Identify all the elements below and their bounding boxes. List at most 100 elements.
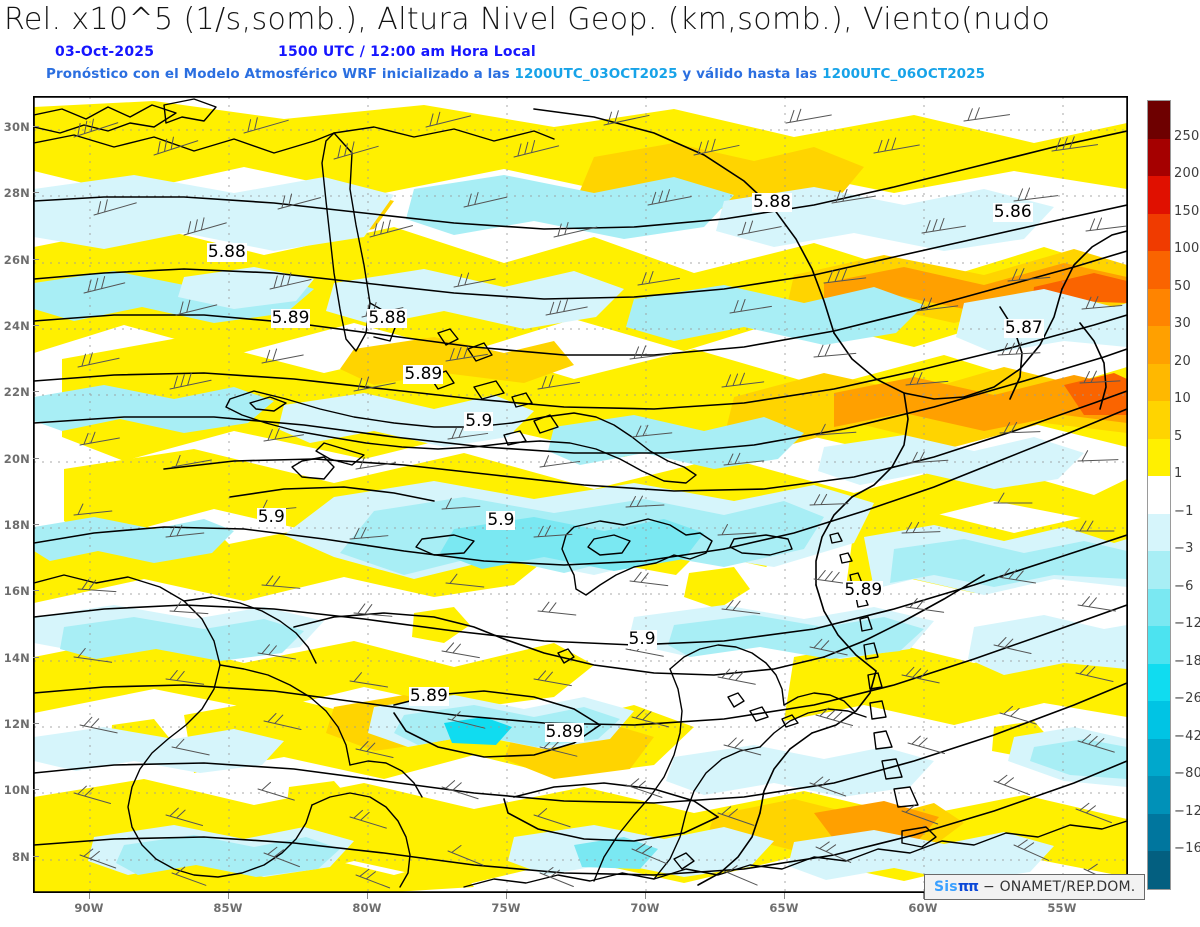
lon-tick: [228, 893, 229, 899]
colorbar-band: [1148, 101, 1170, 139]
colorbar-band: [1148, 138, 1170, 177]
lat-tick: [33, 789, 39, 790]
colorbar-tick-label: 20: [1174, 353, 1191, 369]
colorbar-tick-label: −120: [1174, 803, 1200, 819]
colorbar-band: [1148, 663, 1170, 702]
lon-label-70w: 70W: [630, 901, 660, 915]
contour-label: 5.88: [752, 192, 792, 212]
attribution-badge: Sis ππ − ONAMET/REP.DOM.: [924, 874, 1146, 900]
colorbar-tick-label: −80: [1174, 766, 1200, 782]
colorbar-tick-label: −3: [1174, 541, 1194, 557]
lat-tick: [33, 192, 39, 193]
contour-label: 5.86: [992, 201, 1033, 222]
colorbar-band: [1148, 251, 1170, 289]
lat-tick: [33, 458, 39, 459]
subtitle-row: 03-Oct-2025 1500 UTC / 12:00 am Hora Loc…: [0, 44, 1200, 64]
lat-label-18n: 18N: [3, 518, 30, 532]
colorbar-band: [1148, 176, 1170, 214]
colorbar-band: [1148, 588, 1170, 627]
lat-tick: [33, 657, 39, 658]
vorticity-negative-shading: [34, 175, 1127, 882]
contour-label: 5.89: [270, 307, 311, 328]
lat-tick: [33, 524, 39, 525]
lon-label-55w: 55W: [1047, 901, 1077, 915]
contour-label: 5.9: [256, 506, 286, 527]
lat-label-22n: 22N: [3, 385, 30, 399]
contour-label: 5.88: [206, 241, 247, 262]
lat-tick: [33, 259, 39, 260]
colorbar-band: [1148, 738, 1170, 777]
colorbar-band: [1148, 401, 1170, 439]
brand-pi: ππ: [957, 879, 979, 895]
contour-label: 5.88: [367, 307, 408, 328]
lon-label-65w: 65W: [769, 901, 799, 915]
contour-label: 5.9: [486, 510, 516, 530]
colorbar-band: [1148, 851, 1170, 889]
lat-tick: [33, 590, 39, 591]
lat-label-10n: 10N: [3, 783, 30, 797]
colorbar: [1147, 100, 1171, 890]
colorbar-tick-label: 10: [1174, 391, 1191, 407]
forecast-cycle-time: 1500 UTC / 12:00 am Hora Local: [278, 44, 536, 60]
lon-tick: [506, 893, 507, 899]
colorbar-tick-label: 1: [1174, 466, 1183, 482]
lon-label-75w: 75W: [491, 901, 521, 915]
contour-label-layer: 5.88 5.89 5.88 5.89 5.9 5.88 5.86 5.87 5.9 5.9 5.8…: [34, 97, 1127, 892]
lat-label-16n: 16N: [3, 584, 30, 598]
lat-label-12n: 12N: [3, 717, 30, 731]
colorbar-tick-label: 5: [1174, 428, 1183, 444]
colorbar-band: [1148, 551, 1170, 589]
forecast-date: 03-Oct-2025: [55, 44, 155, 60]
colorbar-tick-label: −42: [1174, 728, 1200, 744]
description-mid: y válido hasta las: [677, 66, 823, 82]
lon-label-90w: 90W: [74, 901, 104, 915]
lat-label-8n: 8N: [11, 850, 30, 864]
lon-label-85w: 85W: [213, 901, 243, 915]
lat-tick: [33, 723, 39, 724]
colorbar-band: [1148, 813, 1170, 852]
contour-label: 5.89: [544, 722, 585, 742]
colorbar-tick-label: −18: [1174, 653, 1200, 669]
colorbar-tick-label: −160: [1174, 841, 1200, 857]
description-valid-time: 1200UTC_06OCT2025: [822, 66, 986, 82]
source-label: − ONAMET/REP.DOM.: [982, 879, 1136, 895]
lon-tick: [923, 893, 924, 899]
description-pre: Pronóstico con el Modelo Atmosférico WRF…: [46, 66, 515, 82]
lat-tick: [33, 325, 39, 326]
colorbar-band: [1148, 326, 1170, 364]
colorbar-band: [1148, 626, 1170, 664]
lon-tick: [367, 893, 368, 899]
colorbar-tick-label: 150: [1174, 203, 1200, 219]
colorbar-tick-label: −12: [1174, 616, 1200, 632]
lat-tick: [33, 856, 39, 857]
lat-label-30n: 30N: [3, 120, 30, 134]
lon-label-60w: 60W: [908, 901, 938, 915]
contour-label: 5.89: [408, 685, 449, 706]
lon-tick: [645, 893, 646, 899]
chart-header: Rel. x10^5 (1/s,somb.), Altura Nivel Geo…: [0, 0, 1200, 96]
colorbar-tick-label: −1: [1174, 503, 1194, 519]
colorbar-tick-label: 250: [1174, 128, 1200, 144]
colorbar-tick-label: 200: [1174, 166, 1200, 182]
description-init-time: 1200UTC_03OCT2025: [514, 66, 678, 82]
lon-tick: [784, 893, 785, 899]
colorbar-band: [1148, 701, 1170, 739]
lat-label-26n: 26N: [3, 253, 30, 267]
lon-label-80w: 80W: [352, 901, 382, 915]
contour-label: 5.89: [403, 364, 444, 385]
lat-label-24n: 24N: [3, 319, 30, 333]
map-panel[interactable]: 5.88 5.89 5.88 5.89 5.9 5.88 5.86 5.87 5.9 5.9 5.8…: [33, 96, 1128, 893]
colorbar-band: [1148, 213, 1170, 252]
geopotential-height-contours: [34, 108, 1127, 886]
colorbar-tick-label: −6: [1174, 578, 1194, 594]
contour-label: 5.9: [627, 629, 657, 650]
brand-sis: Sis: [934, 879, 958, 895]
lat-label-14n: 14N: [3, 651, 30, 665]
lat-label-20n: 20N: [3, 452, 30, 466]
forecast-description: Pronóstico con el Modelo Atmosférico WRF…: [46, 66, 985, 82]
colorbar-band: [1148, 476, 1170, 514]
colorbar-tick-label: 100: [1174, 241, 1200, 257]
colorbar-band: [1148, 288, 1170, 327]
contour-label: 5.9: [464, 410, 494, 431]
lat-tick: [33, 126, 39, 127]
